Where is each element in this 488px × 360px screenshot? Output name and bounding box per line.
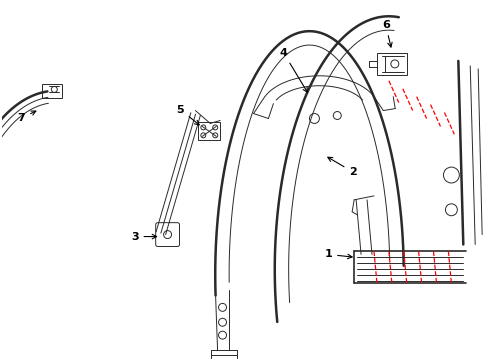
- Text: 4: 4: [279, 48, 307, 92]
- Text: 6: 6: [381, 20, 391, 47]
- Bar: [198, 122, 220, 140]
- Bar: [376, 53, 406, 75]
- Text: 3: 3: [131, 231, 156, 242]
- Text: 7: 7: [18, 111, 36, 123]
- Text: 5: 5: [176, 104, 199, 125]
- Text: 2: 2: [327, 157, 356, 177]
- Bar: [42, 85, 62, 98]
- Text: 1: 1: [324, 249, 351, 260]
